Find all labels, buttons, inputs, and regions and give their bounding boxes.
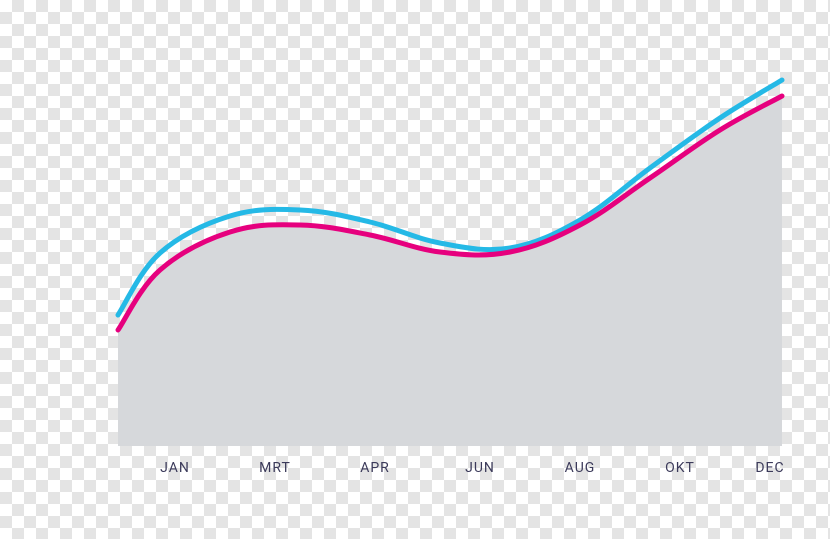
x-axis-label: AUG [565,460,596,476]
x-axis-label: JAN [160,460,190,476]
x-axis-label: OKT [665,460,695,476]
x-axis-label: JUN [465,460,495,476]
chart-svg [0,0,830,539]
x-axis-label: APR [360,460,390,476]
monthly-trend-chart: JAN MRT APR JUN AUG OKT DEC [0,0,830,539]
chart-area-fill [118,96,782,446]
x-axis-label: DEC [755,460,784,476]
x-axis-label: MRT [259,460,291,476]
